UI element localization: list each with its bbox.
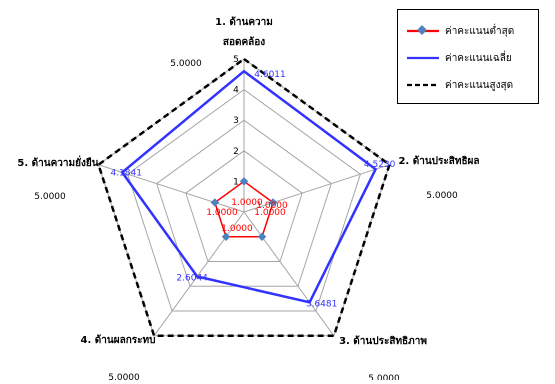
data-label-max-3: 5.0000 (368, 374, 400, 380)
grid-ring-2 (185, 150, 303, 262)
data-label-max-4: 5.0000 (108, 373, 140, 380)
data-label-avg-3: 3.6481 (306, 299, 338, 309)
tick-label-4: 4 (233, 86, 239, 96)
series-avg-line (120, 69, 378, 304)
data-label-avg-1: 4.6011 (254, 70, 286, 80)
data-label-min-5: 1.0000 (206, 208, 238, 218)
grid-spoke-2 (243, 164, 390, 213)
data-label-avg-4: 2.6044 (176, 273, 208, 283)
tick-label-1: 1 (233, 177, 239, 187)
series-min-line (214, 180, 274, 238)
data-label-avg-5: 4.1841 (110, 168, 142, 178)
axis-label-5: 5. ด้านความยั่งยืน (17, 155, 98, 169)
grid-ring-4 (127, 88, 361, 312)
legend-swatch-avg (407, 56, 439, 60)
legend-swatch-max (407, 83, 439, 87)
grid-spoke-3 (243, 211, 335, 337)
data-label-min-4: 1.0000 (221, 224, 253, 234)
legend-item-max: ค่าคะแนนสูงสุด (406, 77, 513, 93)
chart-legend: ค่าคะแนนต่ำสุด ค่าคะแนนเฉลี่ย ค่าคะแนนสู… (397, 9, 539, 104)
data-label-min-3: 1.0000 (254, 208, 286, 218)
legend-item-min: ค่าคะแนนต่ำสุด (406, 23, 514, 39)
series-min-point-3 (257, 232, 267, 242)
series-min-point-5 (210, 198, 220, 207)
data-label-max-2: 5.0000 (426, 191, 458, 201)
axis-label-2: 2. ด้านประสิทธิผล (398, 155, 479, 167)
data-label-min-2: 1.0000 (256, 201, 288, 211)
legend-label-min: ค่าคะแนนต่ำสุด (445, 25, 515, 37)
series-min-point-1 (239, 177, 249, 186)
legend-label-max: ค่าคะแนนสูงสุด (445, 79, 514, 91)
axis-label-1-line-2: สอดคล้อง (223, 36, 265, 48)
axis-label-4: 4. ด้านผลกระทบ (81, 334, 156, 346)
grid-spoke-4 (153, 211, 245, 337)
data-label-max-1: 5.0000 (170, 59, 202, 69)
tick-label-2: 2 (233, 147, 239, 157)
tick-label-3: 3 (233, 116, 239, 126)
data-label-avg-2: 4.5230 (364, 160, 396, 170)
tick-label-5: 5 (233, 55, 239, 65)
legend-label-avg: ค่าคะแนนเฉลี่ย (445, 52, 512, 64)
axis-label-3: 3. ด้านประสิทธิภาพ (339, 335, 427, 347)
legend-swatch-min (407, 25, 439, 35)
axis-label-1-line-1: 1. ด้านความ (215, 16, 273, 28)
data-label-min-1: 1.0000 (231, 198, 263, 208)
grid-ring-5 (97, 58, 391, 337)
legend-item-avg: ค่าคะแนนเฉลี่ย (406, 50, 512, 66)
data-label-max-5: 5.0000 (34, 192, 66, 202)
